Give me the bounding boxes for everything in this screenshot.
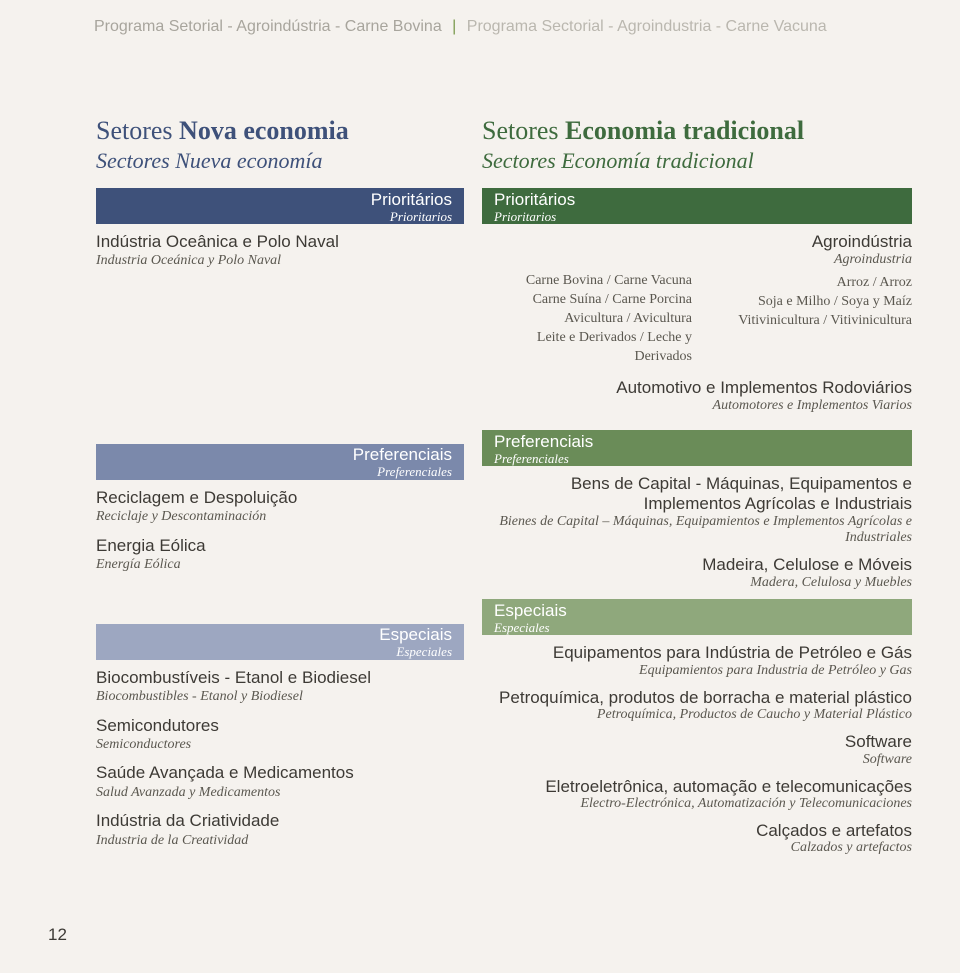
tag-label-es: Especiales (396, 645, 452, 658)
item-es: Salud Avanzada y Medicamentos (96, 784, 464, 802)
breadcrumb: Programa Setorial - Agroindústria - Carn… (94, 18, 912, 36)
item-es: Energía Eólica (96, 556, 464, 574)
auto-pt: Automotivo e Implementos Rodoviários (482, 378, 912, 398)
pair-line: Vitivinicultura / Vitivinicultura (702, 312, 912, 331)
pair-line: Carne Suína / Carne Porcina (482, 291, 692, 310)
section-title-pt: Setores Nova economia (96, 116, 464, 146)
list-item: Madeira, Celulose e Móveis Madera, Celul… (482, 555, 912, 591)
item-pt: Calçados e artefatos (482, 821, 912, 841)
automotive-block: Automotivo e Implementos Rodoviários Aut… (482, 378, 912, 414)
agro-left-list: Carne Bovina / Carne Vacuna Carne Suína … (482, 232, 692, 366)
tag-label-es: Prioritarios (390, 210, 452, 223)
list-item: Equipamentos para Indústria de Petróleo … (482, 643, 912, 679)
item-pt: Biocombustíveis - Etanol e Biodiesel (96, 668, 464, 688)
item-es: Industria Oceánica y Polo Naval (96, 252, 464, 270)
item-es: Reciclaje y Descontaminación (96, 508, 464, 526)
item-pt: Semicondutores (96, 716, 464, 736)
item-pt: Bens de Capital - Máquinas, Equipamentos… (482, 474, 912, 513)
item-pt: Reciclagem e Despoluição (96, 488, 464, 508)
item-es: Semiconductores (96, 736, 464, 754)
list-item: Indústria Oceânica e Polo Naval Industri… (96, 232, 464, 270)
title-bold: Economia tradicional (565, 116, 804, 145)
list-item: Calçados e artefatos Calzados y artefact… (482, 821, 912, 857)
item-es: Software (482, 752, 912, 769)
tag-label-es: Preferenciales (377, 465, 452, 478)
item-pt: Madeira, Celulose e Móveis (482, 555, 912, 575)
item-pt: Energia Eólica (96, 536, 464, 556)
list-especiais-right: Equipamentos para Indústria de Petróleo … (482, 643, 912, 857)
item-pt: Petroquímica, produtos de borracha e mat… (482, 688, 912, 708)
tag-preferenciais-right: Preferenciais Preferenciales (482, 430, 912, 466)
title-bold: Nova economia (179, 116, 349, 145)
list-preferenciais-right: Bens de Capital - Máquinas, Equipamentos… (482, 474, 912, 591)
tag-especiais-left: Especiais Especiales (96, 624, 464, 660)
list-item: Reciclagem e Despoluição Reciclaje y Des… (96, 488, 464, 526)
breadcrumb-pt: Programa Setorial - Agroindústria - Carn… (94, 18, 442, 35)
section-title-es: Sectores Nueva economía (96, 148, 464, 174)
item-pt: Equipamentos para Indústria de Petróleo … (482, 643, 912, 663)
list-item: Biocombustíveis - Etanol e Biodiesel Bio… (96, 668, 464, 706)
tag-prioritarios-left: Prioritários Prioritarios (96, 188, 464, 224)
item-es: Industria de la Creatividad (96, 832, 464, 850)
section-title-es: Sectores Economía tradicional (482, 148, 912, 174)
list-item: Eletroeletrônica, automação e telecomuni… (482, 777, 912, 813)
tag-preferenciais-left: Preferenciais Preferenciales (96, 444, 464, 480)
item-es: Equipamientos para Industria de Petróleo… (482, 663, 912, 680)
list-item: Indústria da Criatividade Industria de l… (96, 811, 464, 849)
agro-block: Carne Bovina / Carne Vacuna Carne Suína … (482, 232, 912, 366)
tag-especiais-right: Especiais Especiales (482, 599, 912, 635)
auto-es: Automotores e Implementos Viarios (482, 398, 912, 414)
list-item: Saúde Avançada e Medicamentos Salud Avan… (96, 763, 464, 801)
item-es: Biocombustibles - Etanol y Biodiesel (96, 688, 464, 706)
item-pt: Eletroeletrônica, automação e telecomuni… (482, 777, 912, 797)
column-traditional-economy: Setores Economia tradicional Sectores Ec… (482, 116, 912, 865)
list-especiais-left: Biocombustíveis - Etanol e Biodiesel Bio… (96, 668, 464, 850)
list-item: Bens de Capital - Máquinas, Equipamentos… (482, 474, 912, 547)
section-title-pt: Setores Economia tradicional (482, 116, 912, 146)
tag-label-pt: Especiais (494, 601, 567, 621)
item-pt: Indústria da Criatividade (96, 811, 464, 831)
breadcrumb-separator: | (452, 18, 456, 35)
item-pt: Indústria Oceânica e Polo Naval (96, 232, 464, 252)
item-pt: Software (482, 732, 912, 752)
agro-right-list: Agroindústria Agroindustria Arroz / Arro… (702, 232, 912, 366)
list-prioritarios-left: Indústria Oceânica e Polo Naval Industri… (96, 232, 464, 270)
tag-label-pt: Especiais (379, 625, 452, 645)
item-es: Calzados y artefactos (482, 840, 912, 857)
tag-label-pt: Preferenciais (494, 432, 593, 452)
pair-line: Avicultura / Avicultura (482, 310, 692, 329)
item-pt: Saúde Avançada e Medicamentos (96, 763, 464, 783)
list-item: Petroquímica, produtos de borracha e mat… (482, 688, 912, 724)
tag-label-pt: Preferenciais (353, 445, 452, 465)
item-es: Electro-Electrónica, Automatización y Te… (482, 796, 912, 813)
tag-label-es: Prioritarios (494, 210, 556, 223)
pair-line: Arroz / Arroz (702, 274, 912, 293)
tag-prioritarios-right: Prioritários Prioritarios (482, 188, 912, 224)
breadcrumb-es: Programa Sectorial - Agroindustria - Car… (467, 18, 827, 35)
title-prefix: Setores (96, 116, 179, 145)
tag-label-es: Preferenciales (494, 452, 569, 465)
item-es: Bienes de Capital – Máquinas, Equipamien… (482, 514, 912, 548)
agro-head-pt: Agroindústria (702, 232, 912, 252)
pair-line: Soja e Milho / Soya y Maíz (702, 293, 912, 312)
agro-head-es: Agroindustria (702, 252, 912, 268)
list-item: Software Software (482, 732, 912, 768)
tag-label-pt: Prioritários (371, 190, 452, 210)
list-item: Energia Eólica Energía Eólica (96, 536, 464, 574)
column-new-economy: Setores Nova economia Sectores Nueva eco… (96, 116, 464, 865)
tag-label-es: Especiales (494, 621, 550, 634)
title-prefix: Setores (482, 116, 565, 145)
tag-label-pt: Prioritários (494, 190, 575, 210)
list-item: Semicondutores Semiconductores (96, 716, 464, 754)
item-es: Petroquímica, Productos de Caucho y Mate… (482, 707, 912, 724)
page-number: 12 (48, 925, 67, 945)
item-es: Madera, Celulosa y Muebles (482, 575, 912, 592)
list-preferenciais-left: Reciclagem e Despoluição Reciclaje y Des… (96, 488, 464, 574)
pair-line: Carne Bovina / Carne Vacuna (482, 272, 692, 291)
pair-line: Leite e Derivados / Leche y Derivados (482, 329, 692, 367)
